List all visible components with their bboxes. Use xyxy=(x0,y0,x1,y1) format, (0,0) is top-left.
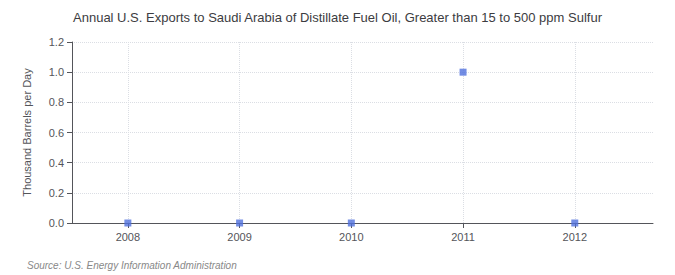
svg-text:2011: 2011 xyxy=(451,231,475,243)
svg-text:2012: 2012 xyxy=(563,231,587,243)
svg-text:0.2: 0.2 xyxy=(49,187,64,199)
svg-text:2010: 2010 xyxy=(339,231,363,243)
svg-text:Thousand Barrels per Day: Thousand Barrels per Day xyxy=(21,68,33,197)
svg-text:0.8: 0.8 xyxy=(49,96,64,108)
svg-text:0.4: 0.4 xyxy=(49,157,64,169)
svg-text:Annual U.S. Exports to Saudi A: Annual U.S. Exports to Saudi Arabia of D… xyxy=(73,10,603,25)
svg-text:Source: U.S. Energy Informatio: Source: U.S. Energy Information Administ… xyxy=(27,260,237,271)
svg-text:0.6: 0.6 xyxy=(49,127,64,139)
svg-text:1.0: 1.0 xyxy=(49,66,64,78)
svg-text:0.0: 0.0 xyxy=(49,217,64,229)
svg-text:2009: 2009 xyxy=(227,231,251,243)
svg-text:1.2: 1.2 xyxy=(49,36,64,48)
svg-text:2008: 2008 xyxy=(116,231,140,243)
